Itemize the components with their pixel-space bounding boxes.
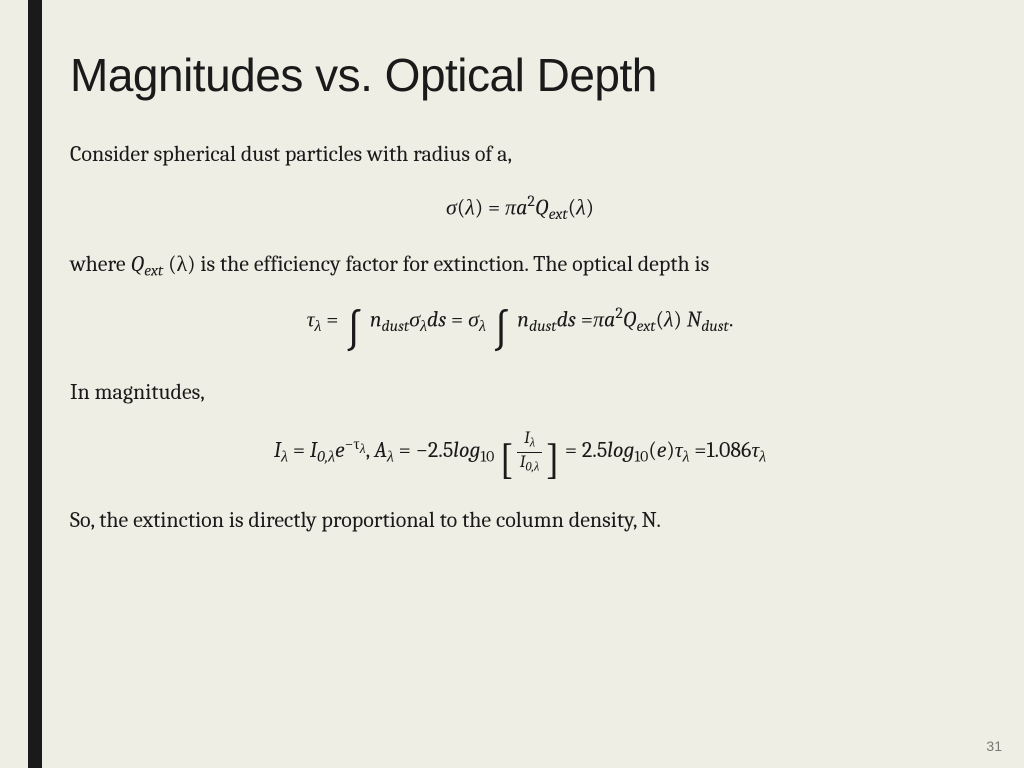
slide-content: Magnitudes vs. Optical Depth Consider sp… [70,48,970,557]
eq1-Q: Q [535,194,549,220]
eq1-sigma: σ [446,194,457,220]
eq1-lparen2: ( [568,194,576,220]
para2-pre: where [70,251,130,277]
eq2-integral1: ∫ [345,313,363,351]
eq1-equals: = [483,194,505,220]
eq2-sq: 2 [615,304,622,322]
eq2-s1: σ [409,306,420,332]
eq3-lparen: ( [648,437,656,463]
eq3-val: 1.086 [706,437,751,463]
eq3-Asub: λ [387,448,394,466]
eq2-lambda: λ [664,306,674,332]
eq1-a: a [516,194,527,220]
eq2-n2sub: dust [529,317,557,335]
eq3-lbracket: [ [499,442,514,480]
eq1-lambda2: λ [576,194,586,220]
eq1-Qsub: ext [549,205,568,223]
eq3-equals2: = [394,437,416,463]
eq2-lparen: ( [656,306,664,332]
eq3-ee: e [657,437,667,463]
eq3-log2: log [607,437,634,463]
eq3-e: e [335,437,345,463]
eq3-equals3: = 2.5 [565,437,607,463]
eq2-ds1: ds [427,306,446,332]
eq3-neg25: −2.5 [416,437,454,463]
eq2-equals: = [326,306,343,332]
eq3-A: A [374,437,387,463]
eq3-log: log [453,437,480,463]
eq2-pi: π [593,306,604,332]
equation-sigma: σ(λ) = πa2Qext(λ) [70,192,970,224]
eq3-rbracket: ] [545,442,560,480]
eq2-n1sub: dust [382,317,410,335]
eq2-s2sub: λ [479,317,486,335]
eq3-num-sub: λ [530,437,535,451]
paragraph-qext: where Qext (λ) is the efficiency factor … [70,250,970,282]
paragraph-magnitudes: In magnitudes, [70,378,970,408]
eq3-rparen: ) [666,437,674,463]
equation-tau: τλ = ∫ ndustσλds = σλ ∫ ndustds =πa2Qext… [70,304,970,351]
eq2-Nsub: dust [701,317,729,335]
eq2-equals2: = [446,306,468,332]
eq3-comma: , [366,437,375,463]
equation-magnitudes: Iλ = I0,λe−τλ, Aλ = −2.5log10 [IλI0,λ] =… [70,430,970,480]
eq3-ten: 10 [480,448,494,466]
eq3-I0sub: 0,λ [317,448,335,466]
eq2-n2: n [517,306,529,332]
accent-bar [28,0,42,768]
eq1-rparen2: ) [586,194,594,220]
eq2-s1sub: λ [420,317,427,335]
eq2-ds2: ds [557,306,576,332]
slide-title: Magnitudes vs. Optical Depth [70,48,970,102]
eq2-integral2: ∫ [493,313,511,351]
eq1-lparen: ( [457,194,465,220]
eq1-pi: π [505,194,516,220]
eq2-n1: n [370,306,382,332]
para2-Q: Q [130,251,144,277]
eq3-ten2: 10 [634,448,648,466]
eq1-lambda: λ [465,194,475,220]
eq3-tau: τ [675,437,683,463]
eq1-rparen: ) [475,194,483,220]
eq3-den-sub: 0,λ [525,460,539,474]
paragraph-conclusion: So, the extinction is directly proportio… [70,506,970,536]
para2-Qsub: ext [144,261,163,279]
eq3-fraction: IλI0,λ [517,430,543,474]
eq2-rparen: ) [674,306,687,332]
eq2-dot: . [729,306,734,332]
eq3-tau2sub: λ [759,448,766,466]
eq3-Isub: λ [281,448,288,466]
eq2-Q: Q [623,306,637,332]
eq2-s2: σ [468,306,479,332]
eq2-a: a [604,306,615,332]
para2-post: (λ) is the efficiency factor for extinct… [163,251,709,277]
eq3-exp: −τλ [345,435,366,453]
eq2-Qsub: ext [636,317,655,335]
eq2-equals3: = [576,306,593,332]
page-number: 31 [986,738,1002,754]
eq2-N: N [687,306,701,332]
eq1-squared: 2 [527,192,534,210]
paragraph-intro: Consider spherical dust particles with r… [70,140,970,170]
eq3-exp-neg: −τ [345,435,360,453]
eq3-equals: = [288,437,310,463]
eq3-equals4: = [689,437,706,463]
